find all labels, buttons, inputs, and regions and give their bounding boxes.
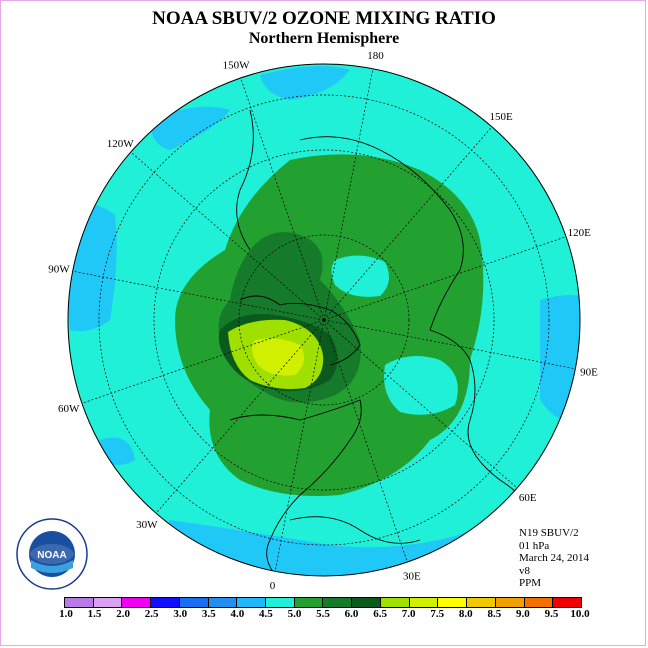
coast-north-america [229, 399, 362, 576]
legend-tick-label: 2.5 [144, 608, 159, 620]
legend-tick-label: 8.5 [487, 608, 502, 620]
legend-swatch [495, 598, 525, 607]
band-4.0-4.5-east [540, 295, 580, 423]
lon-label-150w: 150W [223, 60, 251, 72]
lon-label-120w: 120W [107, 138, 135, 150]
lon-label-60e: 60E [519, 492, 537, 504]
band-4.0-4.5-north [260, 66, 350, 100]
lon-label-90w: 90W [48, 263, 70, 275]
coast-east-asia [236, 109, 254, 251]
meridian-90w [72, 270, 325, 321]
lon-label-90e: 90E [580, 367, 598, 379]
legend-tick-label: 6.5 [373, 608, 387, 620]
lon-label-30w: 30W [136, 519, 158, 531]
legend-tick-label: 3.5 [201, 608, 216, 620]
legend-tick-label: 4.5 [259, 608, 273, 620]
legend-swatch [208, 598, 238, 607]
band-4.0-4.5-nw [150, 106, 230, 150]
legend-swatch [294, 598, 324, 607]
logo-wave [31, 560, 73, 573]
band-7.0-7.5 [252, 338, 304, 376]
legend-tick-label: 3.0 [173, 608, 188, 620]
meridians [72, 68, 576, 572]
legend-tick-label: 8.0 [458, 608, 473, 620]
legend-tick-label: 4.0 [230, 608, 245, 620]
meridian-90e [323, 319, 576, 370]
legend-swatch [65, 598, 94, 607]
noaa-logo: NOAA [16, 518, 88, 590]
legend-swatch [553, 598, 581, 607]
meridian-30w [155, 319, 325, 514]
band-4.5-5.0-hole-north [331, 255, 389, 297]
lon-label-60w: 60W [58, 403, 80, 415]
legend-tick-label: 5.5 [316, 608, 330, 620]
legend-swatch [524, 598, 554, 607]
legend-tick-label: 7.0 [401, 608, 416, 620]
date-label: March 24, 2014 [519, 552, 589, 564]
legend-swatch [151, 598, 180, 607]
units-label: PPM [519, 577, 542, 589]
logo-bird [29, 544, 75, 564]
lon-label-180: 180 [367, 50, 384, 62]
map-title: NOAA SBUV/2 OZONE MIXING RATIO [152, 8, 496, 29]
legend-tick-label: 9.0 [516, 608, 530, 620]
latitude-circle-50 [153, 149, 495, 491]
legend-swatch [266, 598, 295, 607]
meridian-60e [323, 319, 518, 489]
legend-tick-labels: 1.0 1.5 2.0 2.5 3.0 3.5 4.0 4.5 5.0 5.5 6.0 6.5 7.0 7… [0, 608, 648, 624]
legend-tick-label: 10.0 [570, 608, 590, 620]
coastlines [229, 109, 541, 576]
meridian-30e [323, 319, 408, 563]
legend-tick-label: 2.0 [116, 608, 130, 620]
band-4.5-5.0-hole-east [384, 356, 458, 415]
map-subtitle: Northern Hemisphere [248, 30, 400, 47]
legend-tick-label: 9.5 [544, 608, 559, 620]
map-boundary [67, 63, 581, 577]
lon-label-30e: 30E [403, 570, 421, 582]
coast-siberia [299, 136, 464, 331]
meridian-0 [274, 319, 325, 572]
satellite-label: N19 SBUV/2 [519, 527, 579, 539]
coast-canada-arctic [239, 295, 361, 366]
coast-south-america [289, 516, 421, 544]
legend-tick-label: 5.0 [287, 608, 302, 620]
legend-swatch [380, 598, 410, 607]
meridian-150e [323, 126, 493, 321]
meridian-60w [81, 319, 325, 404]
latitude-circle-30 [98, 94, 550, 546]
version-label: v8 [519, 564, 530, 577]
latitude-circle-70 [238, 234, 410, 406]
legend-swatch [122, 598, 152, 607]
graticule [98, 94, 550, 546]
color-legend [64, 597, 582, 608]
ozone-field [68, 64, 580, 576]
legend-swatch [352, 598, 381, 607]
legend-swatch [323, 598, 353, 607]
lon-label-120e: 120E [568, 227, 592, 239]
meridian-150w [240, 77, 325, 321]
legend-tick-label: 7.5 [430, 608, 445, 620]
logo-wordmark: NOAA [37, 550, 66, 561]
lon-label-150e: 150E [490, 111, 514, 123]
legend-tick-label: 1.0 [59, 608, 73, 620]
legend-tick-label: 6.0 [344, 608, 359, 620]
legend-swatch [93, 598, 123, 607]
info-block: N19 SBUV/2 01 hPa March 24, 2014 v8 PPM [519, 527, 589, 590]
meridian-120w [130, 151, 325, 321]
legend-swatch [467, 598, 496, 607]
meridian-120e [323, 236, 567, 321]
legend-swatch [409, 598, 439, 607]
meridian-180 [323, 68, 374, 321]
lon-label-0: 0 [270, 580, 276, 592]
legend-swatch [237, 598, 267, 607]
longitude-labels: 90E 60E 30E 0 30W 60W 90W 120W 150W 180 150E 120E [48, 50, 598, 592]
legend-tick-label: 1.5 [87, 608, 102, 620]
legend-swatch [438, 598, 468, 607]
level-label: 01 hPa [519, 539, 550, 552]
legend-swatch [179, 598, 209, 607]
